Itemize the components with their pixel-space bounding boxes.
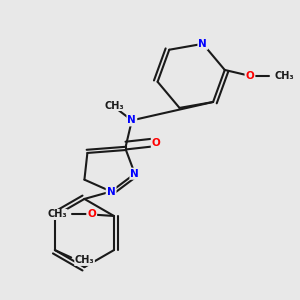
- Text: CH₃: CH₃: [274, 71, 294, 81]
- Text: O: O: [87, 209, 96, 220]
- Text: CH₃: CH₃: [75, 256, 94, 266]
- Text: O: O: [152, 138, 161, 148]
- Text: N: N: [107, 187, 116, 196]
- Text: CH₃: CH₃: [47, 209, 67, 220]
- Text: N: N: [128, 115, 136, 125]
- Text: CH₃: CH₃: [104, 100, 124, 110]
- Text: O: O: [246, 71, 254, 81]
- Text: N: N: [130, 169, 139, 179]
- Text: N: N: [199, 39, 207, 49]
